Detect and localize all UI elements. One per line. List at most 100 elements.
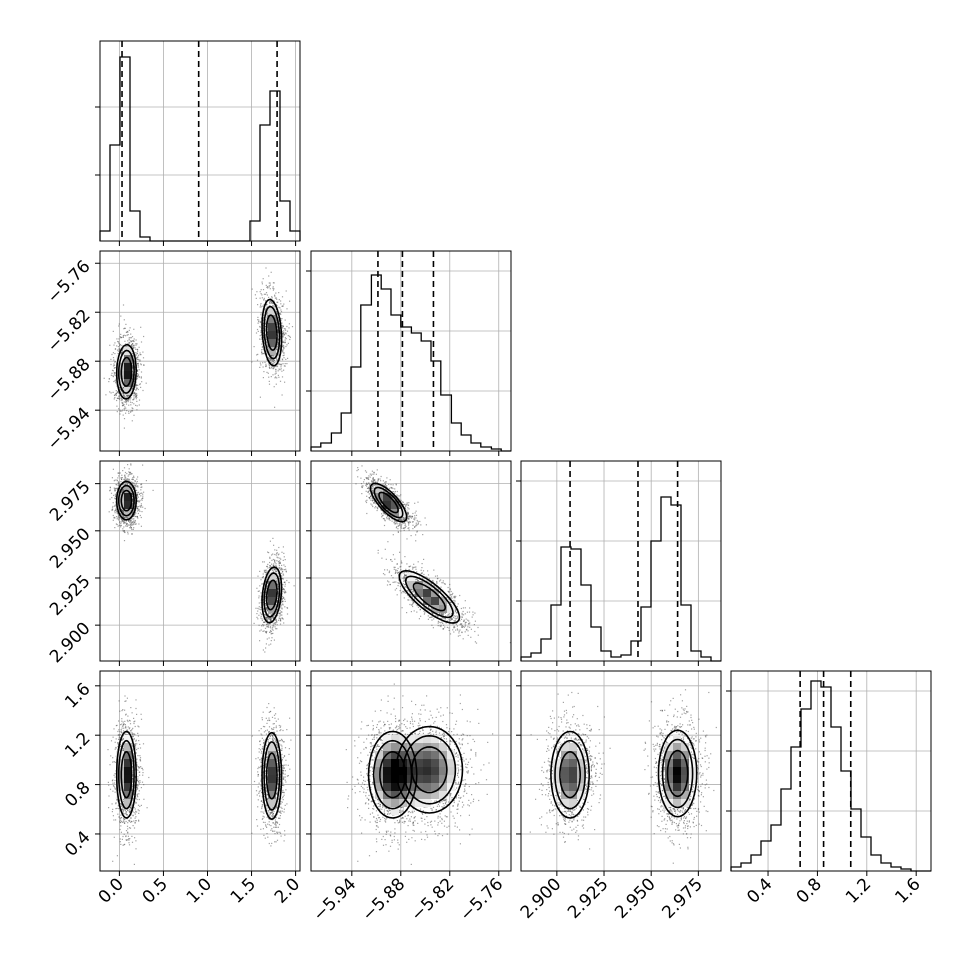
scatter-point xyxy=(132,518,134,520)
scatter-point xyxy=(133,384,135,386)
scatter-point xyxy=(265,608,267,610)
scatter-point xyxy=(277,619,280,621)
scatter-point xyxy=(280,366,282,368)
scatter-point xyxy=(284,363,286,365)
scatter-point xyxy=(284,585,286,587)
scatter-point xyxy=(276,324,278,326)
scatter-point xyxy=(135,484,137,486)
scatter-point xyxy=(118,408,120,410)
scatter-point xyxy=(136,378,138,380)
scatter-point xyxy=(278,292,280,294)
scatter-point xyxy=(120,389,122,391)
scatter-point xyxy=(283,556,285,558)
scatter-point xyxy=(137,364,139,366)
scatter-point xyxy=(111,509,113,511)
scatter-point xyxy=(260,579,262,581)
scatter-point xyxy=(268,376,270,378)
scatter-point xyxy=(276,356,278,358)
scatter-point xyxy=(136,356,138,358)
scatter-point xyxy=(114,489,116,491)
scatter-point xyxy=(271,361,273,363)
scatter-point xyxy=(282,578,284,580)
scatter-point xyxy=(114,495,117,498)
scatter-point xyxy=(257,590,259,592)
scatter-point xyxy=(259,291,261,293)
scatter-point xyxy=(118,397,120,399)
scatter-point xyxy=(108,378,110,380)
scatter-point xyxy=(277,338,279,340)
scatter-point xyxy=(282,588,284,590)
scatter-point xyxy=(131,402,133,404)
scatter-point xyxy=(275,372,277,374)
scatter-point xyxy=(256,291,258,293)
scatter-point xyxy=(272,626,274,629)
scatter-point xyxy=(114,488,116,490)
scatter-point xyxy=(275,577,277,580)
scatter-point xyxy=(118,325,120,327)
scatter-point xyxy=(273,570,275,572)
scatter-point xyxy=(132,509,134,511)
scatter-point xyxy=(133,527,135,529)
scatter-point xyxy=(122,391,124,393)
scatter-point xyxy=(139,510,141,512)
scatter-point xyxy=(265,569,267,572)
scatter-point xyxy=(281,551,283,553)
panel-frame xyxy=(520,460,722,662)
scatter-point xyxy=(118,524,120,526)
scatter-point xyxy=(119,413,121,415)
scatter-point xyxy=(259,640,261,642)
scatter-point xyxy=(270,354,272,356)
scatter-point xyxy=(284,592,286,594)
scatter-point xyxy=(125,400,127,402)
scatter-point xyxy=(279,592,281,594)
scatter-point xyxy=(265,592,267,594)
scatter-point xyxy=(285,358,287,360)
scatter-point xyxy=(126,517,129,519)
scatter-point xyxy=(140,506,142,508)
scatter-point xyxy=(122,404,124,406)
density-cell xyxy=(268,331,276,339)
scatter-point xyxy=(281,394,283,396)
scatter-point xyxy=(265,292,268,294)
scatter-point xyxy=(131,521,133,523)
scatter-point xyxy=(276,624,278,626)
scatter-point xyxy=(283,569,286,571)
scatter-point xyxy=(133,414,135,416)
scatter-point xyxy=(122,509,124,511)
scatter-point xyxy=(282,333,284,336)
scatter-point xyxy=(283,354,285,356)
scatter-point xyxy=(268,613,270,615)
scatter-point xyxy=(266,317,268,319)
scatter-point xyxy=(263,610,265,612)
scatter-point xyxy=(275,348,278,350)
scatter-point xyxy=(117,484,119,486)
scatter-point xyxy=(127,395,129,398)
scatter-point xyxy=(132,374,134,376)
panel-frame xyxy=(730,670,932,872)
scatter-point xyxy=(266,316,268,318)
scatter-point xyxy=(262,332,264,334)
scatter-point xyxy=(135,388,137,390)
scatter-point xyxy=(281,575,283,577)
scatter-point xyxy=(140,516,142,519)
scatter-point xyxy=(285,329,287,331)
scatter-point xyxy=(272,286,274,288)
scatter-point xyxy=(121,349,123,351)
scatter-point xyxy=(265,304,267,306)
scatter-point xyxy=(115,382,117,384)
scatter-point xyxy=(142,493,144,495)
scatter-point xyxy=(266,307,268,309)
scatter-point xyxy=(265,267,267,269)
scatter-point xyxy=(282,359,284,361)
scatter-point xyxy=(260,317,263,319)
scatter-point xyxy=(262,317,264,319)
scatter-point xyxy=(264,651,266,653)
scatter-point xyxy=(114,510,116,512)
scatter-point xyxy=(132,477,134,479)
scatter-point xyxy=(132,811,134,813)
scatter-point xyxy=(256,587,258,589)
scatter-point xyxy=(115,487,117,489)
contour-1-2 xyxy=(118,349,135,394)
scatter-point xyxy=(118,509,120,511)
joint-content xyxy=(100,461,300,661)
